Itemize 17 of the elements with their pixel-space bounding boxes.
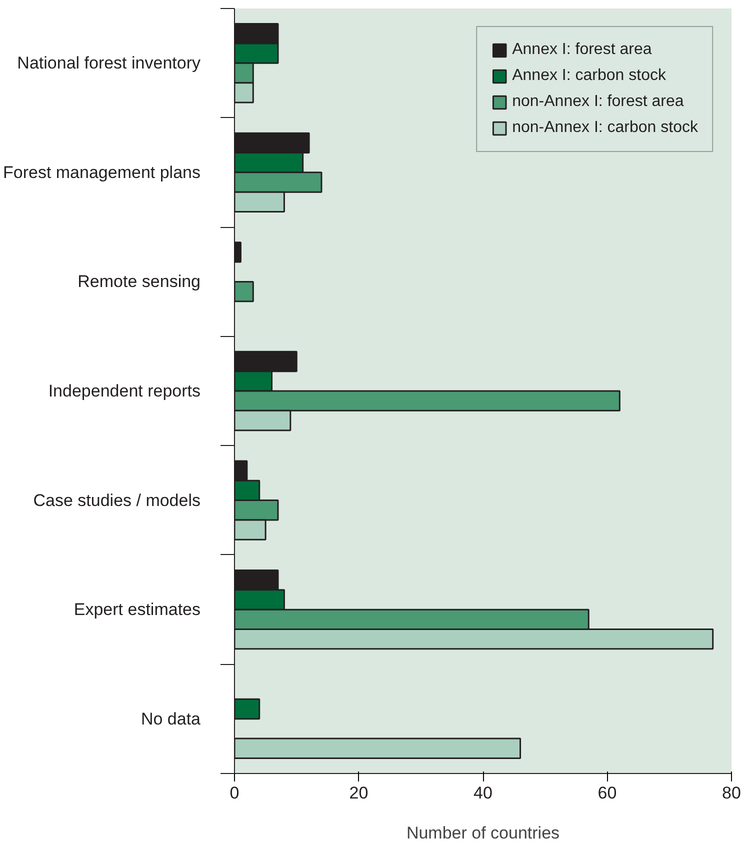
x-tick-label: 80 — [722, 784, 741, 802]
y-tick-label: No data — [140, 709, 202, 728]
y-tick-label: National forest inventory — [17, 54, 201, 73]
legend-label: Annex I: forest area — [512, 41, 652, 59]
x-tick-label: 0 — [230, 784, 240, 802]
y-tick-label: Expert estimates — [74, 600, 201, 620]
x-axis-title: Number of countries — [406, 824, 560, 842]
legend-label: non-Annex I: forest area — [512, 93, 684, 111]
x-tick-label: 60 — [598, 784, 617, 802]
y-tick-label: Forest management plans — [3, 162, 201, 182]
y-tick-label: Case studies / models — [33, 490, 201, 510]
y-tick-label: Remote sensing — [78, 272, 200, 292]
legend-label: Annex I: carbon stock — [512, 67, 666, 85]
y-tick-label: Independent reports — [48, 382, 200, 400]
x-tick-label: 40 — [474, 784, 492, 802]
x-tick-label: 20 — [349, 784, 368, 802]
legend-label: non-Annex I: carbon stock — [512, 119, 698, 137]
